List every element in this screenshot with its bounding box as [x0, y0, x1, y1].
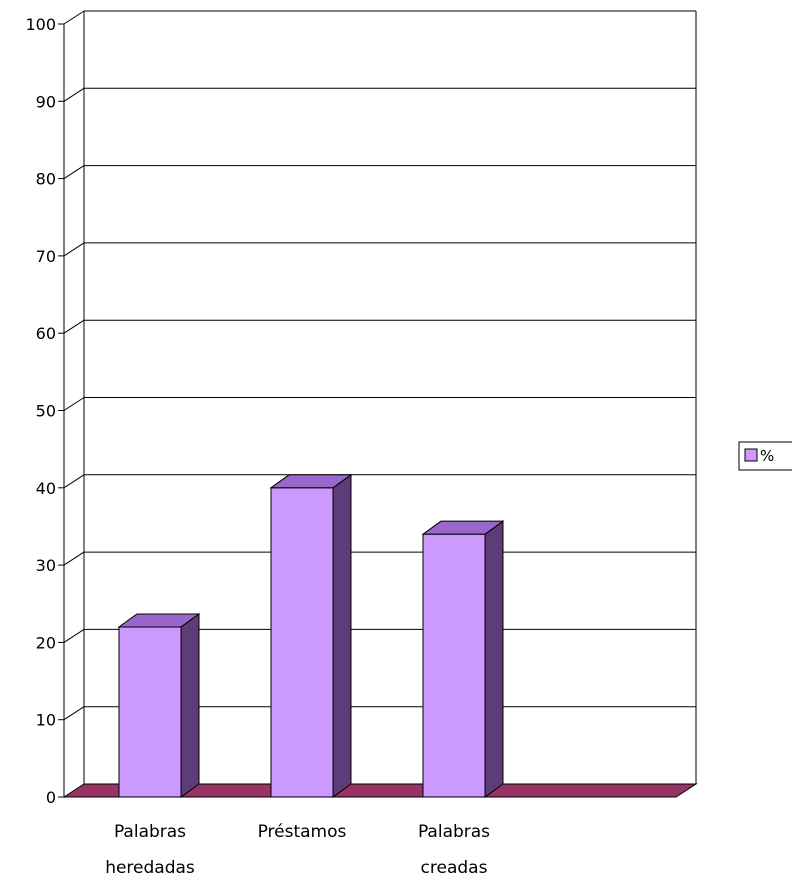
y-tick-label: 80 [36, 170, 56, 189]
bar-top [269, 474, 353, 489]
gridline-slant [63, 165, 85, 180]
y-tick-label: 30 [36, 556, 56, 575]
bar-side [484, 520, 504, 798]
legend: % [738, 441, 792, 471]
y-tick-label: 10 [36, 711, 56, 730]
gridline-slant [63, 706, 85, 721]
legend-swatch [744, 448, 758, 462]
gridline-slant [63, 551, 85, 566]
gridline-slant [63, 87, 85, 102]
y-tick-label: 40 [36, 479, 56, 498]
bar-front [270, 487, 334, 798]
legend-label: % [760, 447, 774, 465]
bar-front [422, 533, 486, 798]
category-label: heredadas [105, 858, 195, 878]
category-label: Palabras [418, 822, 490, 842]
gridline-slant [63, 474, 85, 489]
y-tick-label: 60 [36, 324, 56, 343]
gridlines [63, 10, 697, 784]
y-tick-label: 50 [36, 402, 56, 421]
y-tick-label: 70 [36, 247, 56, 266]
category-label: Palabras [114, 822, 186, 842]
gridline-slant [63, 242, 85, 257]
gridline-slant [63, 397, 85, 411]
y-tick-label: 20 [36, 633, 56, 652]
y-tick-label: 100 [25, 15, 56, 34]
bar-side [332, 473, 352, 798]
y-axis: 0 10 20 30 40 50 60 70 80 90 100 [25, 15, 65, 807]
y-tick-label: 90 [36, 92, 56, 111]
x-axis-labels: Palabras heredadas Préstamos Palabras creada… [105, 822, 490, 878]
y-tick-label: 0 [46, 788, 56, 807]
bars [117, 473, 505, 798]
gridline-slant [63, 10, 85, 25]
bar-side [180, 612, 200, 798]
bar-front [118, 626, 182, 798]
gridline-slant [63, 319, 85, 334]
gridline-slant [63, 628, 85, 643]
category-label: Préstamos [258, 822, 347, 842]
bar-top [421, 520, 505, 535]
category-label: creadas [421, 858, 488, 878]
bar-top [117, 613, 201, 628]
